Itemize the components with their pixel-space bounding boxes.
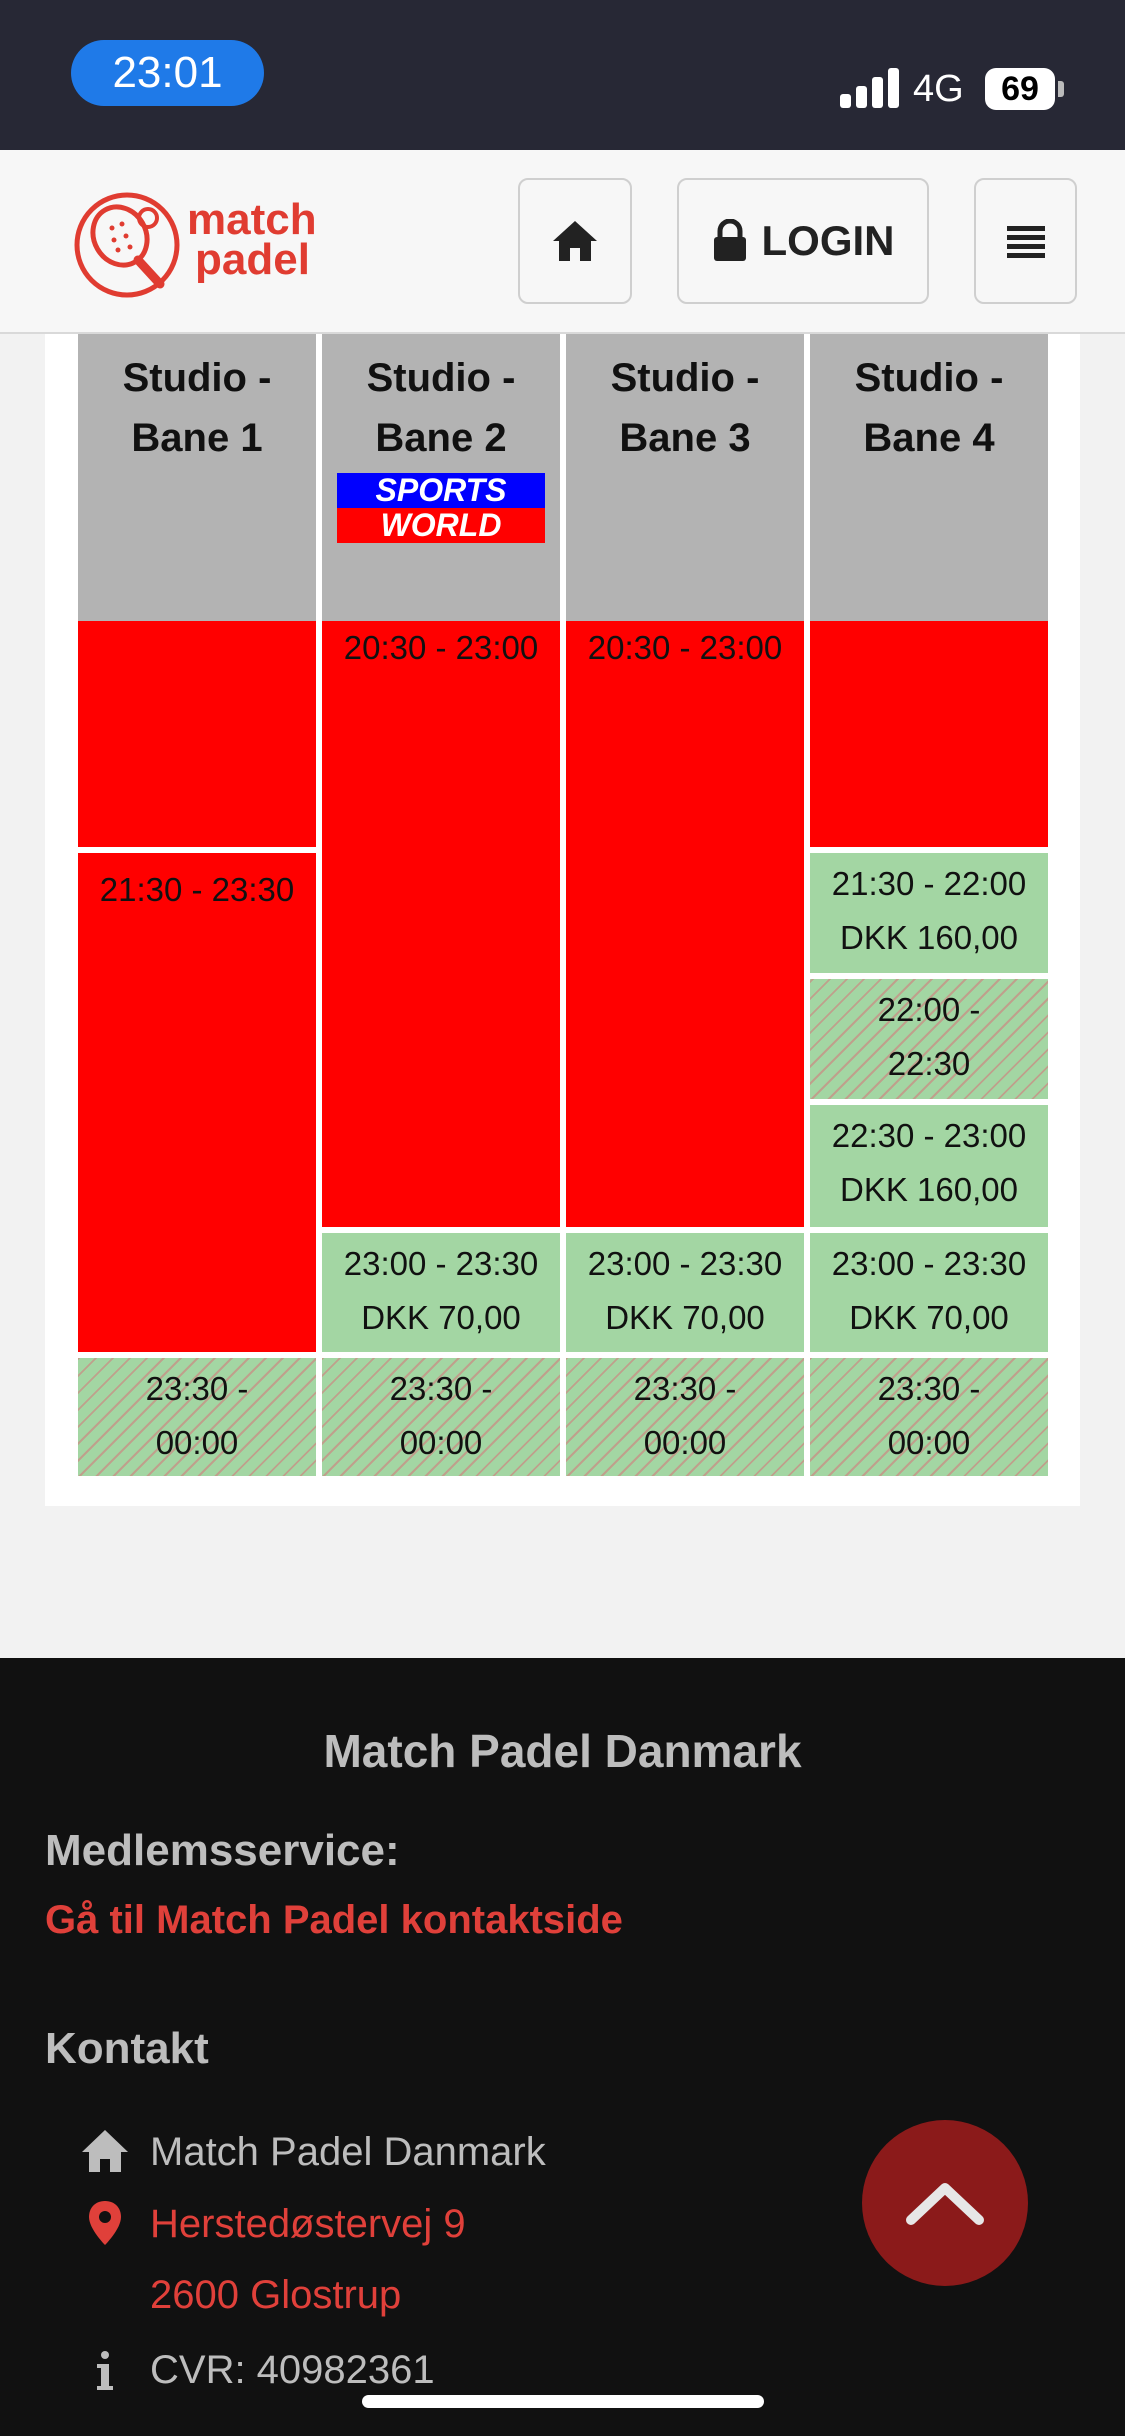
available-slot[interactable]: 23:00 - 23:30 DKK 70,00: [322, 1233, 560, 1352]
available-slot[interactable]: 21:30 - 22:00 DKK 160,00: [810, 853, 1048, 973]
member-service-heading: Medlemsservice:: [45, 1826, 400, 1875]
booked-slot: [810, 621, 1048, 847]
home-icon: [553, 221, 597, 261]
footer-cvr: CVR: 40982361: [150, 2348, 435, 2392]
unavailable-slot: 23:30 - 00:00: [810, 1358, 1048, 1476]
contact-page-link[interactable]: Gå til Match Padel kontaktside: [45, 1898, 623, 1942]
signal-icon: [840, 66, 900, 108]
match-padel-logo[interactable]: match padel: [72, 190, 332, 300]
chevron-up-icon: [906, 2183, 984, 2225]
available-slot[interactable]: 22:30 - 23:00 DKK 160,00: [810, 1105, 1048, 1227]
court-header: Studio - Bane 1: [78, 334, 316, 621]
top-navbar: match padel LOGIN: [0, 150, 1125, 334]
court-header: Studio - Bane 4: [810, 334, 1048, 621]
home-button[interactable]: [518, 178, 632, 304]
scroll-to-top-button[interactable]: [862, 2120, 1028, 2286]
unavailable-slot: 23:30 - 00:00: [322, 1358, 560, 1476]
available-slot[interactable]: 23:00 - 23:30 DKK 70,00: [810, 1233, 1048, 1352]
home-indicator: [362, 2395, 764, 2408]
hamburger-icon: [1006, 226, 1045, 258]
footer-company: Match Padel Danmark: [150, 2130, 546, 2174]
lock-icon: [713, 219, 746, 261]
footer-city[interactable]: 2600 Glostrup: [150, 2273, 402, 2317]
home-icon: [82, 2130, 128, 2172]
login-label: LOGIN: [761, 217, 895, 264]
map-pin-icon: [89, 2201, 121, 2245]
status-bar: 23:01 4G 69: [0, 0, 1125, 150]
contact-heading: Kontakt: [45, 2024, 209, 2073]
status-time: 23:01: [71, 40, 264, 106]
network-type: 4G: [913, 68, 964, 110]
logo-text-padel: padel: [195, 235, 310, 284]
menu-button[interactable]: [974, 178, 1077, 304]
battery-icon: 69: [985, 68, 1065, 110]
footer-title: Match Padel Danmark: [323, 1725, 802, 1777]
schedule-card: Studio - Bane 1 Studio - Bane 2 SPORTS W…: [45, 334, 1080, 1506]
court-header: Studio - Bane 3: [566, 334, 804, 621]
court-header: Studio - Bane 2 SPORTS WORLD: [322, 334, 560, 621]
unavailable-slot: 22:00 - 22:30: [810, 979, 1048, 1099]
logo-text-match: match: [187, 195, 317, 244]
booked-slot: [78, 621, 316, 847]
booked-slot: 21:30 - 23:30: [78, 853, 316, 1352]
sports-world-logo: SPORTS WORLD: [337, 473, 545, 543]
footer-street[interactable]: Herstedøstervej 9: [150, 2202, 466, 2246]
battery-level: 69: [985, 68, 1055, 110]
login-button[interactable]: LOGIN: [677, 178, 929, 304]
booked-slot: 20:30 - 23:00: [566, 621, 804, 1227]
info-icon: [97, 2351, 113, 2390]
booked-slot: 20:30 - 23:00: [322, 621, 560, 1227]
available-slot[interactable]: 23:00 - 23:30 DKK 70,00: [566, 1233, 804, 1352]
unavailable-slot: 23:30 - 00:00: [566, 1358, 804, 1476]
unavailable-slot: 23:30 - 00:00: [78, 1358, 316, 1476]
padel-racket-icon: [74, 192, 180, 298]
site-footer: Match Padel Danmark Medlemsservice: Gå t…: [0, 1658, 1125, 2436]
